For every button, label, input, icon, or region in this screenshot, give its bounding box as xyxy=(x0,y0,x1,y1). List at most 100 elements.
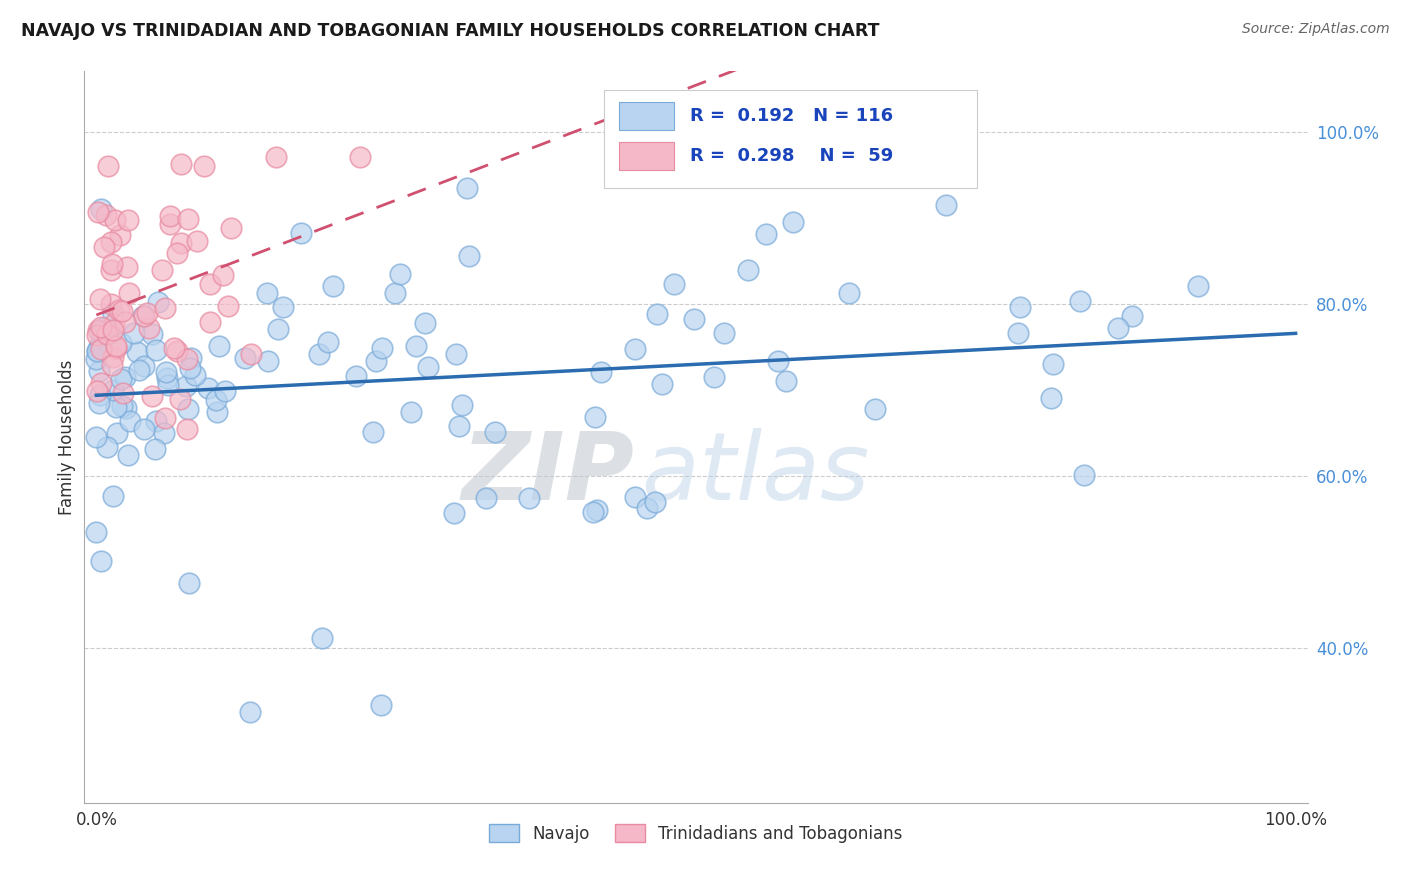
Point xyxy=(110,336,132,351)
Point xyxy=(451,398,474,412)
Point xyxy=(115,260,138,274)
Point xyxy=(145,414,167,428)
Point xyxy=(184,368,207,383)
Point xyxy=(162,341,184,355)
Point xyxy=(935,198,957,212)
Point xyxy=(100,297,122,311)
Point xyxy=(89,364,111,378)
Point xyxy=(444,347,467,361)
FancyBboxPatch shape xyxy=(605,90,977,188)
Point xyxy=(214,384,236,399)
Point xyxy=(233,351,256,366)
Point xyxy=(443,506,465,520)
Point xyxy=(449,419,471,434)
Point xyxy=(583,410,606,425)
Point xyxy=(111,386,134,401)
Point xyxy=(174,378,197,392)
Point xyxy=(89,396,111,410)
Point xyxy=(198,277,221,291)
Point xyxy=(90,376,112,390)
Point xyxy=(239,346,262,360)
Point xyxy=(159,210,181,224)
Point xyxy=(179,360,201,375)
Point xyxy=(1010,300,1032,314)
Point xyxy=(775,374,797,388)
Point xyxy=(103,323,125,337)
Point xyxy=(475,491,498,505)
Point xyxy=(180,351,202,366)
Point xyxy=(128,362,150,376)
FancyBboxPatch shape xyxy=(619,143,673,170)
Point xyxy=(118,413,141,427)
Text: Source: ZipAtlas.com: Source: ZipAtlas.com xyxy=(1241,22,1389,37)
Point xyxy=(651,376,673,391)
Point xyxy=(90,554,112,568)
Point xyxy=(156,370,179,384)
Point xyxy=(205,393,228,408)
Point xyxy=(176,351,198,366)
Point xyxy=(257,354,280,368)
Point xyxy=(86,352,108,367)
Point xyxy=(89,324,111,338)
Point xyxy=(370,698,392,712)
Point xyxy=(101,324,124,338)
Point xyxy=(1069,294,1091,309)
Point xyxy=(110,372,132,386)
Point xyxy=(100,262,122,277)
Point xyxy=(713,326,735,341)
Point xyxy=(86,343,108,358)
Point xyxy=(104,342,127,356)
Point xyxy=(169,157,191,171)
Point xyxy=(117,448,139,462)
Point xyxy=(768,353,790,368)
Point xyxy=(219,220,242,235)
Point xyxy=(94,208,117,222)
Point xyxy=(134,359,156,373)
Point xyxy=(166,343,188,358)
Point xyxy=(89,293,111,307)
Point xyxy=(456,181,478,195)
Point xyxy=(217,299,239,313)
Point xyxy=(157,378,180,392)
Point xyxy=(198,315,221,329)
Point xyxy=(290,226,312,240)
Point xyxy=(103,317,125,331)
Point xyxy=(155,365,177,379)
Point xyxy=(150,263,173,277)
Point xyxy=(101,257,124,271)
Point xyxy=(103,351,125,365)
Point xyxy=(166,245,188,260)
Point xyxy=(644,495,666,509)
Point xyxy=(132,309,155,323)
Point xyxy=(105,425,128,440)
Point xyxy=(645,307,668,321)
Point xyxy=(132,422,155,436)
Point xyxy=(186,234,208,248)
Legend: Navajo, Trinidadians and Tobagonians: Navajo, Trinidadians and Tobagonians xyxy=(482,818,910,849)
Point xyxy=(127,345,149,359)
Point xyxy=(148,295,170,310)
Point xyxy=(416,359,439,374)
Point xyxy=(100,235,122,249)
Point xyxy=(405,339,427,353)
Point xyxy=(101,307,124,321)
Point xyxy=(273,300,295,314)
Point xyxy=(361,425,384,440)
Point xyxy=(86,524,108,539)
Point xyxy=(117,213,139,227)
Point xyxy=(104,339,127,353)
Point xyxy=(212,268,235,283)
Point xyxy=(239,705,262,719)
Point xyxy=(136,306,159,320)
Point xyxy=(1121,309,1143,323)
Point xyxy=(256,285,278,300)
Point xyxy=(388,267,411,281)
Point xyxy=(153,425,176,440)
Point xyxy=(115,401,138,416)
Point xyxy=(1107,320,1129,334)
Point xyxy=(118,285,141,300)
Point xyxy=(93,240,115,254)
Point xyxy=(122,326,145,340)
Point xyxy=(101,358,124,372)
Point xyxy=(399,405,422,419)
